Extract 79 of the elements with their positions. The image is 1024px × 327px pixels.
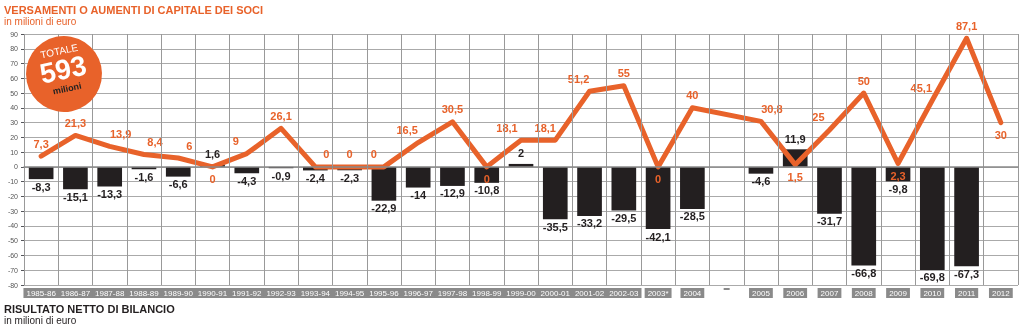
data-label: -6,6 xyxy=(168,178,188,191)
data-label: 0 xyxy=(370,148,377,161)
x-tick-label: 2012 xyxy=(991,288,1011,298)
chart-subtitle: in milioni di euro xyxy=(4,15,77,27)
data-label: 30 xyxy=(994,129,1007,142)
x-tick-label: 2010 xyxy=(923,288,942,298)
x-tick-label: 2009 xyxy=(889,288,908,298)
data-label: -31,7 xyxy=(816,215,843,228)
x-tick-label: 1990-91 xyxy=(197,288,228,298)
x-tick-label: 2001-02 xyxy=(574,288,605,298)
data-label: 2 xyxy=(517,147,525,160)
data-label: 30,5 xyxy=(441,103,464,116)
x-tick-label: 1998-99 xyxy=(472,288,502,298)
data-label: 2,3 xyxy=(890,169,906,182)
x-tick-label: 1988-89 xyxy=(129,288,160,298)
data-label: -69,8 xyxy=(919,271,945,284)
x-tick-label: 1991-92 xyxy=(232,288,263,298)
data-label: -14 xyxy=(410,189,427,202)
data-label: -22,9 xyxy=(371,202,397,215)
data-label: 6 xyxy=(186,139,193,152)
data-label: -0,9 xyxy=(271,169,291,182)
data-label: 16,5 xyxy=(396,124,418,137)
data-label: 55 xyxy=(617,67,630,80)
x-tick-label: 1985-86 xyxy=(26,288,57,298)
x-tick-label: 2002-03 xyxy=(609,288,640,298)
text: in milioni di euro xyxy=(4,314,77,326)
data-label: 1,5 xyxy=(787,171,803,184)
x-tick-label: 2006 xyxy=(786,288,805,298)
x-tick-label: 2011 xyxy=(957,288,976,298)
x-tick-label: 1993-94 xyxy=(300,288,331,298)
x-tick-label: 1987-88 xyxy=(95,288,125,298)
data-label: -4,6 xyxy=(751,175,771,188)
x-tick-label: 2000-01 xyxy=(540,288,571,298)
data-label: 0 xyxy=(209,173,216,186)
data-label: -35,5 xyxy=(542,220,568,233)
data-label: -66,8 xyxy=(851,267,877,280)
data-label: 7,3 xyxy=(33,137,49,150)
text: RISULTATO NETTO DI BILANCIO xyxy=(4,302,176,315)
x-tick-label: 1996-97 xyxy=(403,288,434,298)
data-label: 50 xyxy=(857,74,870,87)
data-label: -1,6 xyxy=(134,170,154,183)
x-tick-label: 1995-96 xyxy=(369,288,400,298)
data-label: -42,1 xyxy=(645,230,671,243)
data-label: 11,9 xyxy=(784,132,806,145)
x-tick-label: 1992-93 xyxy=(266,288,297,298)
data-label: -4,3 xyxy=(237,174,257,187)
x-tick-label: 2004 xyxy=(683,288,702,298)
x-tick-label: 1994-95 xyxy=(334,288,365,298)
data-label: 40 xyxy=(686,89,699,102)
data-label: -12,9 xyxy=(439,187,465,200)
data-label: -67,3 xyxy=(954,267,980,280)
data-label: -10,8 xyxy=(474,184,500,197)
chart-title: VERSAMENTI O AUMENTI DI CAPITALE DEI SOCI xyxy=(4,3,264,16)
data-label: 0 xyxy=(655,173,662,186)
x-tick-label: 1986-87 xyxy=(60,288,91,298)
data-label: -29,5 xyxy=(611,211,637,224)
data-label: -15,1 xyxy=(62,190,88,203)
data-label: 1,6 xyxy=(204,148,221,161)
data-label: 9 xyxy=(232,135,239,148)
data-label: -9,8 xyxy=(888,182,908,195)
x-tick-label: 1997-98 xyxy=(437,288,468,298)
data-label: -13,3 xyxy=(97,188,123,201)
data-label: 87,1 xyxy=(955,19,978,32)
x-tick-label: 2007 xyxy=(820,288,839,298)
data-label: -2,3 xyxy=(340,171,360,184)
data-label: -28,5 xyxy=(679,210,705,223)
data-label: 0 xyxy=(483,173,490,186)
data-label: 0 xyxy=(323,148,330,161)
x-tick-label: 2003* xyxy=(647,288,669,298)
data-label: 26,1 xyxy=(270,109,292,122)
data-label: -2,4 xyxy=(305,171,326,184)
data-label: 0 xyxy=(346,148,353,161)
data-label: 25 xyxy=(812,111,825,124)
x-tick-label: 2005 xyxy=(752,288,771,298)
x-tick-label: 2008 xyxy=(854,288,874,298)
data-label: -8,3 xyxy=(31,180,51,193)
data-label: -33,2 xyxy=(577,217,603,230)
x-tick-label: 1999-00 xyxy=(506,288,537,298)
x-tick-label: 1989-90 xyxy=(163,288,194,298)
